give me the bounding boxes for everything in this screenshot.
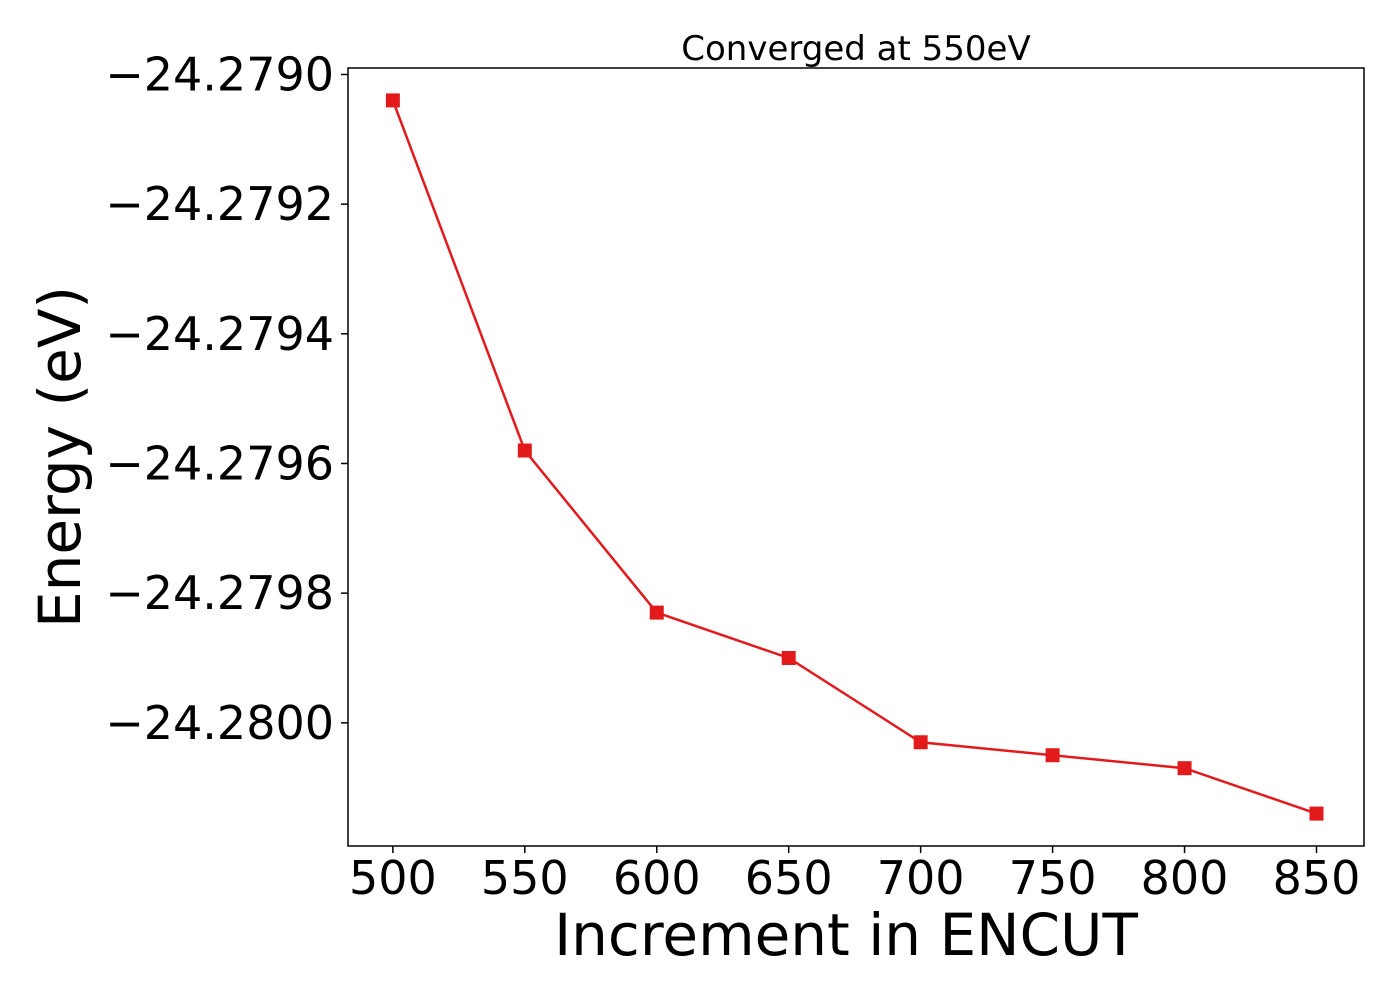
chart-title: Converged at 550eV (681, 29, 1030, 69)
data-point (1045, 748, 1060, 763)
data-point (913, 735, 928, 750)
x-tick-label: 500 (349, 851, 437, 905)
series-layer (385, 93, 1324, 821)
data-point (781, 650, 796, 665)
y-tick-label: −24.2790 (105, 47, 334, 101)
data-point (1309, 806, 1324, 821)
x-tick-label: 750 (1009, 851, 1097, 905)
y-tick-label: −24.2792 (105, 177, 334, 231)
series-line (391, 99, 1317, 815)
y-tick-label: −24.2800 (105, 696, 334, 750)
x-axis: 500 550 600 650 700 750 800 850 (349, 846, 1360, 905)
x-tick-label: 800 (1141, 851, 1229, 905)
x-tick-label: 550 (481, 851, 569, 905)
data-point (649, 605, 664, 620)
data-point (385, 93, 400, 108)
y-tick-label: −24.2796 (105, 436, 334, 490)
x-tick-label: 650 (745, 851, 833, 905)
data-point (1177, 761, 1192, 776)
y-tick-label: −24.2798 (105, 566, 334, 620)
x-tick-label: 600 (613, 851, 701, 905)
y-axis-title: Energy (eV) (26, 286, 94, 628)
x-tick-label: 700 (877, 851, 965, 905)
data-point (517, 443, 532, 458)
x-axis-title: Increment in ENCUT (554, 901, 1138, 969)
y-tick-label: −24.2794 (105, 307, 334, 361)
y-axis: −24.2790 −24.2792 −24.2794 −24.2796 −24.2798… (105, 47, 348, 750)
plot-area (347, 67, 1365, 847)
x-tick-label: 850 (1273, 851, 1361, 905)
